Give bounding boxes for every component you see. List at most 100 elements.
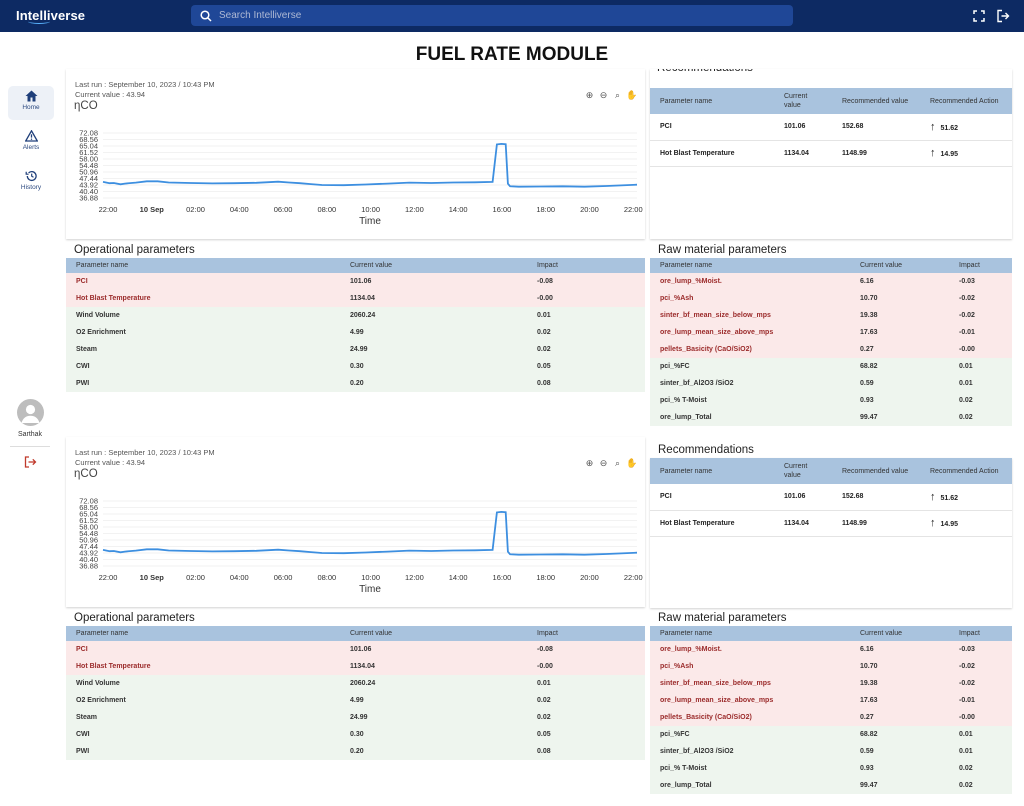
parameter-name: Steam [66, 709, 340, 726]
x-tick-label: 18:00 [536, 573, 555, 582]
chart-card-top: Last run : September 10, 2023 / 10:43 PM… [66, 69, 645, 239]
current-value: 1134.04 [340, 290, 527, 307]
column-header: Current value [850, 258, 949, 273]
sidebar-item-home[interactable]: Home [8, 86, 54, 120]
impact-value: -0.02 [949, 290, 1012, 307]
last-run-text: Last run : September 10, 2023 / 10:43 PM [75, 448, 215, 457]
current-value: 24.99 [340, 341, 527, 358]
sign-out-icon[interactable] [24, 456, 37, 468]
magnify-icon[interactable]: ⌕ [614, 90, 621, 100]
operational-table: Parameter name Current value Impact PCI 10… [66, 626, 645, 760]
pan-icon[interactable]: ✋ [626, 458, 638, 468]
table-row: pci_% T-Moist 0.93 0.02 [650, 392, 1012, 409]
pan-icon[interactable]: ✋ [626, 90, 638, 100]
operational-table: Parameter name Current value Impact PCI 10… [66, 258, 645, 392]
chart-title: ηCO [74, 100, 98, 112]
zoom-out-icon[interactable]: ⊖ [599, 90, 608, 100]
search-bar[interactable]: Search Intelliverse [191, 5, 793, 26]
user-name: Sarthak [17, 431, 43, 438]
x-tick-label: 20:00 [580, 205, 599, 214]
parameter-name: CWI [66, 726, 340, 743]
current-value: 1134.04 [774, 140, 832, 167]
column-header: Current value [850, 626, 949, 641]
current-value: 0.59 [850, 375, 949, 392]
sidebar-item-label: Alerts [22, 144, 40, 151]
line-chart[interactable]: 72.0868.5665.0461.5258.0054.4850.9647.44… [66, 481, 645, 607]
logo-swoosh [28, 19, 50, 24]
raw-material-table: Parameter name Current value Impact ore_lu… [650, 626, 1012, 794]
logout-icon[interactable] [996, 9, 1010, 23]
table-row: sinter_bf_Al2O3 /SiO2 0.59 0.01 [650, 375, 1012, 392]
y-tick-label: 40.40 [79, 555, 98, 564]
sidebar-item-alerts[interactable]: Alerts [8, 126, 54, 160]
parameter-name: pci_% T-Moist [650, 392, 850, 409]
parameter-name: ore_lump_mean_size_above_mps [650, 324, 850, 341]
fullscreen-icon[interactable] [972, 9, 986, 23]
zoom-out-icon[interactable]: ⊖ [599, 458, 608, 468]
current-value: 0.30 [340, 358, 527, 375]
column-header: Impact [949, 258, 1012, 273]
table-row: PCI 101.06 152.68 ↑ 51.62 [650, 484, 1012, 511]
action-value: 51.62 [940, 124, 959, 132]
parameter-name: Hot Blast Temperature [650, 140, 774, 167]
current-value: 19.38 [850, 307, 949, 324]
table-row: pci_%FC 68.82 0.01 [650, 726, 1012, 743]
column-header: Parameter name [66, 626, 340, 641]
x-tick-label: 06:00 [274, 205, 293, 214]
current-value: 101.06 [774, 114, 832, 141]
parameter-name: pci_%FC [650, 726, 850, 743]
recommended-value: 1148.99 [832, 140, 920, 167]
y-tick-label: 68.56 [79, 503, 98, 512]
zoom-in-icon[interactable]: ⊕ [585, 90, 594, 100]
impact-value: 0.02 [527, 324, 645, 341]
series-line [102, 142, 638, 188]
current-value: 101.06 [340, 641, 527, 658]
x-axis-title: Time [359, 216, 381, 227]
zoom-in-icon[interactable]: ⊕ [585, 458, 594, 468]
x-tick-label: 08:00 [317, 573, 336, 582]
column-header: Current value [774, 88, 832, 114]
impact-value: 0.02 [949, 409, 1012, 426]
table-row: PWI 0.20 0.08 [66, 375, 645, 392]
table-row: ore_lump_%Moist. 6.16 -0.03 [650, 273, 1012, 290]
x-tick-label: 22:00 [99, 573, 118, 582]
magnify-icon[interactable]: ⌕ [614, 458, 621, 468]
arrow-up-icon: ↑ [930, 517, 936, 529]
current-value: 0.27 [850, 341, 949, 358]
current-value: 17.63 [850, 692, 949, 709]
current-value: 24.99 [340, 709, 527, 726]
sidebar: Home Alerts History Sarthak [0, 83, 60, 806]
table-row: sinter_bf_mean_size_below_mps 19.38 -0.0… [650, 675, 1012, 692]
current-value: 0.20 [340, 375, 527, 392]
sidebar-item-label: Home [22, 104, 40, 111]
impact-value: 0.02 [527, 709, 645, 726]
app-logo[interactable]: Intelliverse [16, 8, 86, 23]
x-tick-label: 02:00 [186, 573, 205, 582]
search-input[interactable]: Search Intelliverse [219, 10, 302, 21]
page-title: FUEL RATE MODULE [415, 44, 609, 65]
y-tick-label: 40.40 [79, 187, 98, 196]
impact-value: -0.00 [949, 709, 1012, 726]
avatar[interactable] [17, 399, 44, 426]
x-tick-label: 08:00 [317, 205, 336, 214]
sidebar-item-history[interactable]: History [8, 166, 54, 200]
sidebar-item-label: History [20, 184, 42, 191]
parameter-name: CWI [66, 358, 340, 375]
table-row: pci_%Ash 10.70 -0.02 [650, 290, 1012, 307]
y-tick-label: 65.04 [79, 142, 98, 151]
home-icon [25, 90, 37, 102]
current-value: 10.70 [850, 290, 949, 307]
current-value: 99.47 [850, 777, 949, 794]
impact-value: -0.03 [949, 641, 1012, 658]
line-chart[interactable]: 72.0868.5665.0461.5258.0054.4850.9647.44… [66, 113, 645, 239]
table-row: PCI 101.06 -0.08 [66, 273, 645, 290]
raw-title: Raw material parameters [658, 244, 787, 256]
table-row: Wind Volume 2060.24 0.01 [66, 675, 645, 692]
column-header: Impact [949, 626, 1012, 641]
table-row: PWI 0.20 0.08 [66, 743, 645, 760]
current-value: 0.93 [850, 760, 949, 777]
table-row: ore_lump_mean_size_above_mps 17.63 -0.01 [650, 324, 1012, 341]
impact-value: 0.02 [527, 341, 645, 358]
current-value: 0.59 [850, 743, 949, 760]
chart-card-bottom: Last run : September 10, 2023 / 10:43 PM… [66, 437, 645, 607]
